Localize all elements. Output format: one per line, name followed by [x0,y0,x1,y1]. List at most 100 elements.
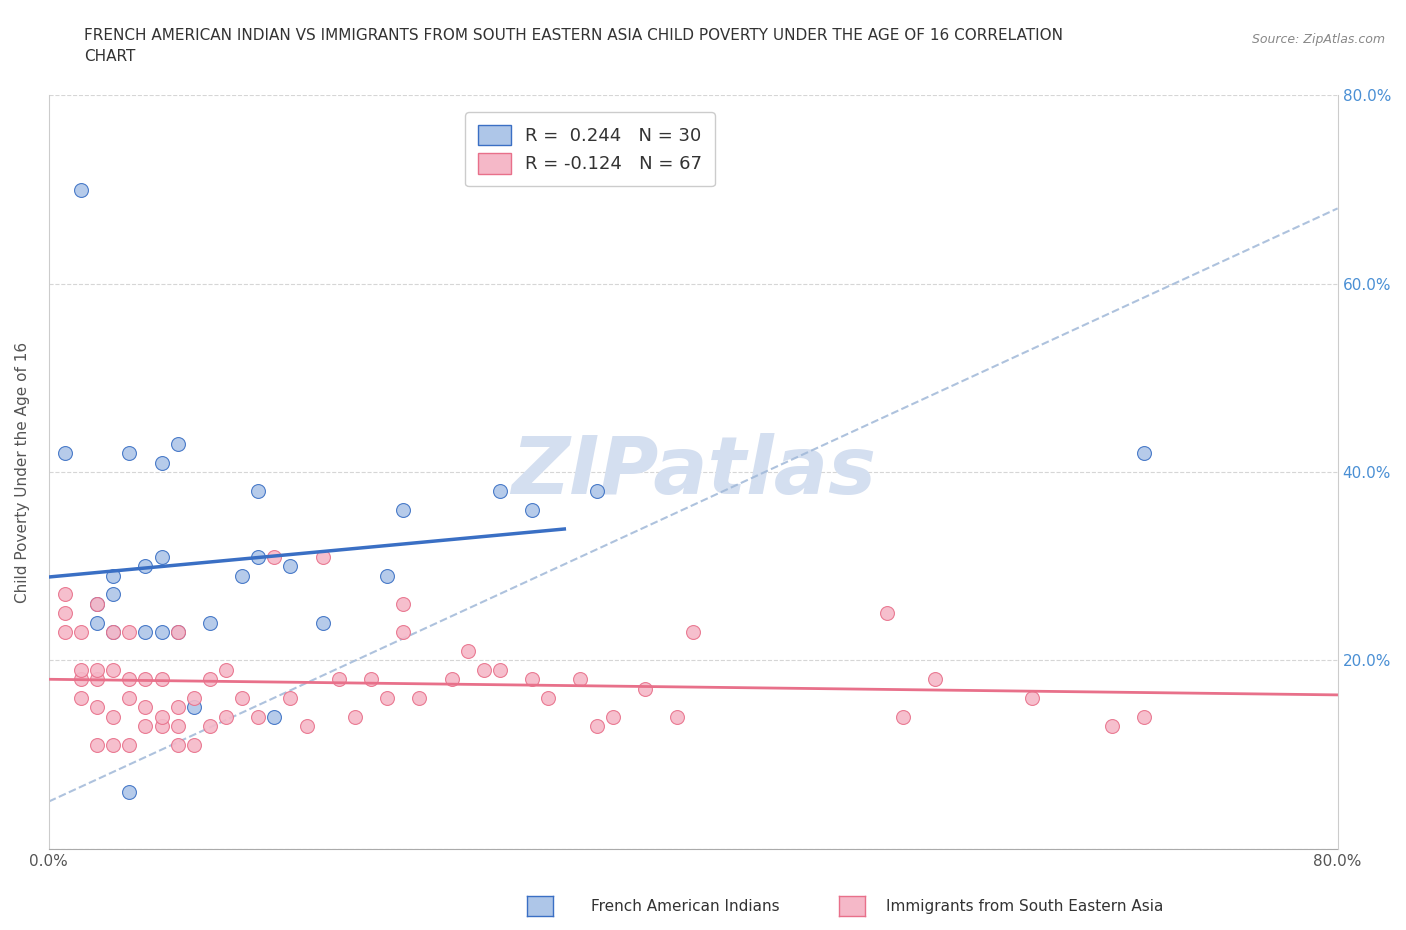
Point [150,455,173,470]
Point [489,484,512,498]
Y-axis label: Child Poverty Under the Age of 16: Child Poverty Under the Age of 16 [15,341,30,603]
Point [134,700,156,715]
Point [569,671,592,686]
Point [118,737,141,752]
Point [150,710,173,724]
Point [70,662,93,677]
Point [150,671,173,686]
Point [263,710,285,724]
Point [166,719,188,734]
Point [585,484,607,498]
Point [118,691,141,706]
Point [876,605,898,620]
Point [585,719,607,734]
Point [86,616,108,631]
Point [328,671,350,686]
Point [86,596,108,611]
Point [375,568,398,583]
Point [408,691,430,706]
Point [166,625,188,640]
Point [392,502,415,517]
Point [103,625,125,640]
Point [602,710,624,724]
Point [183,700,205,715]
Point [86,596,108,611]
Point [311,616,333,631]
Point [682,625,704,640]
Point [183,691,205,706]
Point [1133,710,1156,724]
Text: French American Indians: French American Indians [591,899,779,914]
Point [103,662,125,677]
Point [166,737,188,752]
Point [666,710,689,724]
Point [392,625,415,640]
Point [134,559,156,574]
Point [198,616,221,631]
Point [166,700,188,715]
Point [343,710,366,724]
Point [924,671,946,686]
Point [231,568,253,583]
Point [134,719,156,734]
Point [1021,691,1043,706]
Text: FRENCH AMERICAN INDIAN VS IMMIGRANTS FROM SOUTH EASTERN ASIA CHILD POVERTY UNDER: FRENCH AMERICAN INDIAN VS IMMIGRANTS FRO… [84,28,1063,64]
Point [134,671,156,686]
Point [198,719,221,734]
Point [86,737,108,752]
Point [520,502,543,517]
Point [472,662,495,677]
Point [280,691,302,706]
Point [183,737,205,752]
Point [166,436,188,451]
Point [103,625,125,640]
Point [134,625,156,640]
Point [70,691,93,706]
Point [375,691,398,706]
Point [166,625,188,640]
Point [53,625,76,640]
Point [392,596,415,611]
Text: Source: ZipAtlas.com: Source: ZipAtlas.com [1251,33,1385,46]
Point [118,445,141,460]
Point [103,587,125,602]
Point [53,445,76,460]
Text: ZIPatlas: ZIPatlas [510,433,876,511]
Point [440,671,463,686]
Point [150,550,173,565]
Point [457,644,479,658]
Text: Immigrants from South Eastern Asia: Immigrants from South Eastern Asia [886,899,1163,914]
Point [634,681,657,696]
Point [247,710,270,724]
Point [1101,719,1123,734]
Point [263,550,285,565]
Point [70,182,93,197]
Point [360,671,382,686]
Point [118,625,141,640]
Point [215,710,238,724]
Point [215,662,238,677]
Point [891,710,914,724]
Legend: R =  0.244   N = 30, R = -0.124   N = 67: R = 0.244 N = 30, R = -0.124 N = 67 [465,112,714,186]
Point [489,662,512,677]
Point [118,785,141,800]
Point [103,737,125,752]
Point [118,671,141,686]
Point [86,700,108,715]
Point [537,691,560,706]
Point [86,671,108,686]
Point [1133,445,1156,460]
Point [231,691,253,706]
Point [280,559,302,574]
Point [53,605,76,620]
Point [103,568,125,583]
Point [247,484,270,498]
Point [520,671,543,686]
Point [311,550,333,565]
Point [53,587,76,602]
Point [198,671,221,686]
Point [295,719,318,734]
Point [70,625,93,640]
Point [150,719,173,734]
Point [86,662,108,677]
